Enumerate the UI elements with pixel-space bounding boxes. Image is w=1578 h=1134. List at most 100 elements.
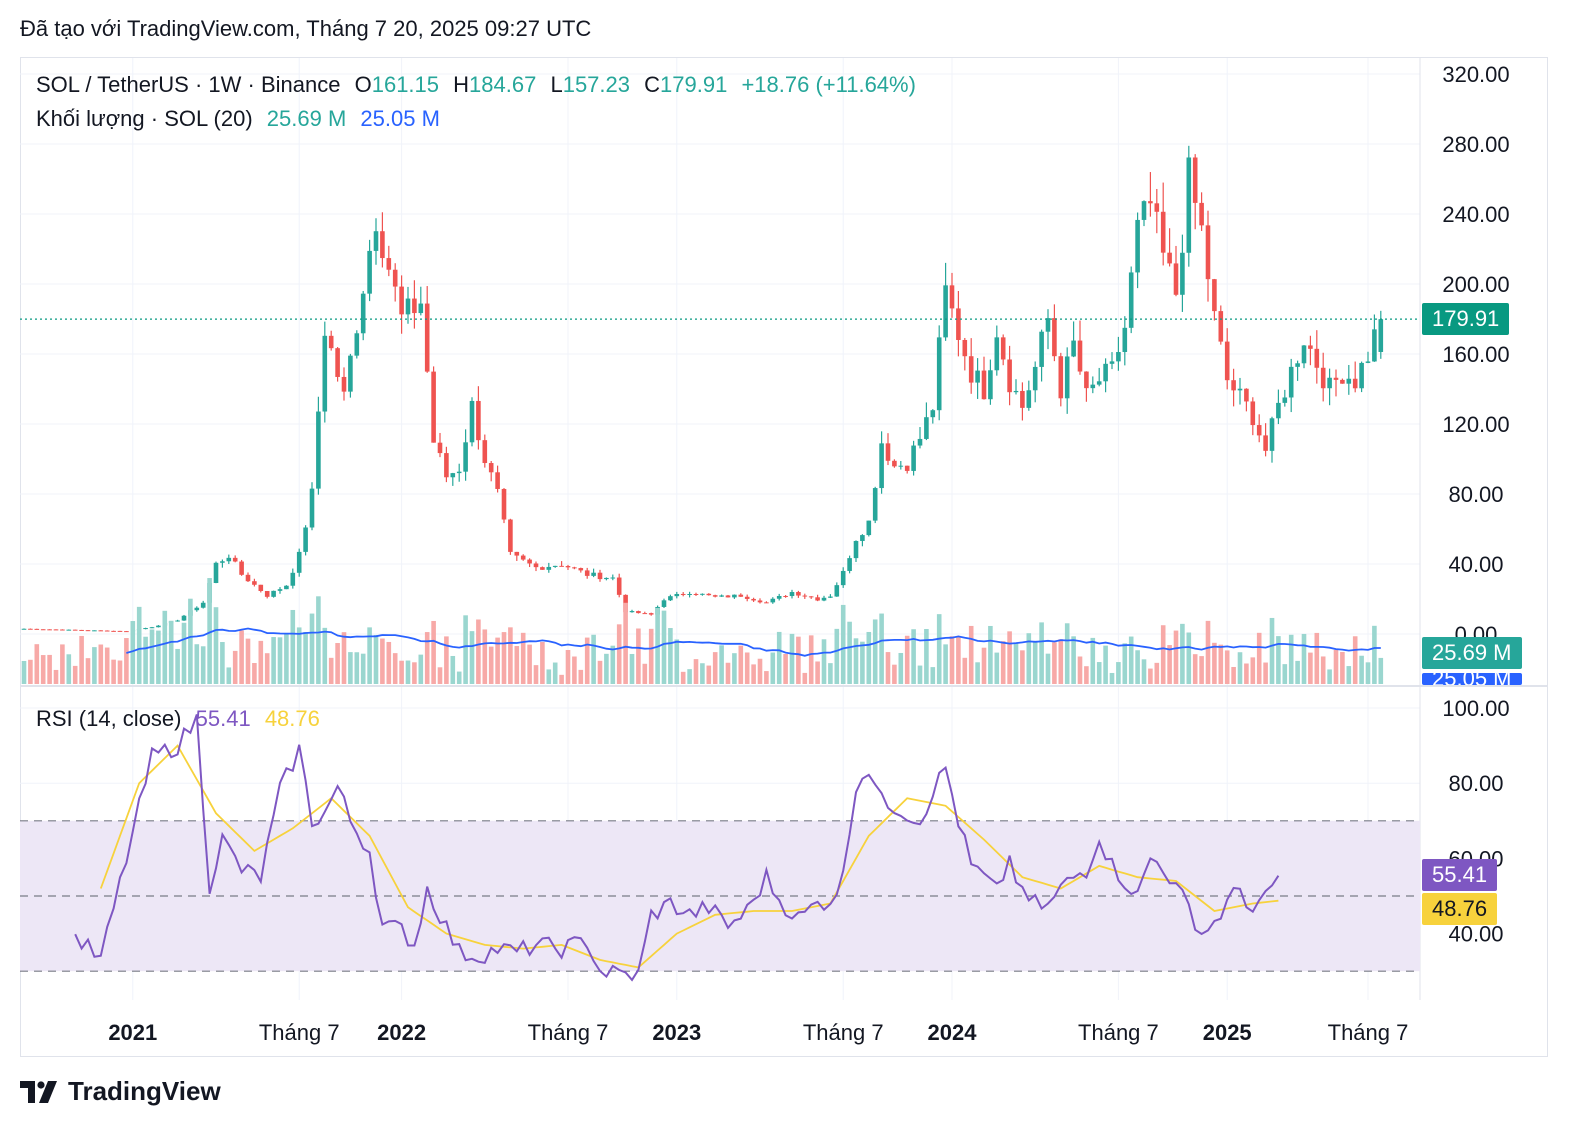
volume-bar	[508, 627, 513, 684]
volume-bar	[111, 659, 116, 684]
candle-body	[732, 594, 737, 598]
candle-body	[591, 572, 596, 576]
volume-bar	[34, 644, 40, 684]
volume-bar	[85, 658, 91, 684]
volume-bar	[789, 633, 795, 684]
candle-body	[949, 285, 955, 309]
volume-bar	[1071, 636, 1076, 684]
candle-body	[1084, 371, 1089, 389]
candle-body	[879, 443, 884, 489]
candle-body	[1173, 263, 1179, 295]
candle-body	[757, 600, 763, 603]
candle-body	[424, 303, 430, 372]
candle-body	[706, 593, 712, 596]
candle-body	[1154, 203, 1160, 212]
ohlc-low: L157.23	[550, 72, 630, 97]
volume-ma-value: 25.05 M	[360, 106, 440, 131]
volume-bar	[1263, 662, 1268, 684]
tradingview-brand[interactable]: TradingView	[20, 1076, 221, 1107]
candle-body	[533, 563, 539, 568]
volume-bar	[1084, 666, 1089, 684]
candle-body	[559, 565, 564, 567]
candle-body	[917, 438, 923, 446]
candle-body	[642, 613, 648, 615]
candle-body	[885, 443, 891, 461]
x-tick-label: Tháng 7	[1328, 1020, 1409, 1045]
volume-bar	[437, 667, 443, 684]
candle-body	[911, 445, 916, 471]
volume-bar	[687, 669, 692, 684]
x-tick-label: 2023	[652, 1020, 701, 1045]
candle-body	[604, 577, 609, 580]
candle-body	[712, 595, 718, 597]
candle-body	[1327, 377, 1332, 389]
candle-body	[572, 567, 577, 569]
volume-bar	[1103, 645, 1108, 684]
volume-bar	[188, 598, 193, 684]
volume-bar	[648, 628, 654, 684]
volume-bar	[194, 644, 200, 684]
volume-bar	[783, 654, 788, 684]
volume-bar	[1199, 656, 1204, 684]
candle-body	[463, 442, 468, 472]
volume-bar	[956, 636, 961, 684]
volume-bar	[296, 627, 302, 684]
volume-bar	[636, 628, 641, 684]
candle-body	[1256, 425, 1262, 436]
volume-bar	[520, 632, 526, 684]
candle-body	[1320, 367, 1326, 389]
candle-body	[181, 615, 187, 621]
volume-bar	[1244, 663, 1249, 684]
volume-bar	[1269, 617, 1275, 684]
candle-body	[296, 551, 302, 573]
candle-body	[1167, 252, 1172, 264]
candle-body	[175, 620, 180, 622]
volume-bar	[1052, 642, 1057, 684]
candle-body	[1032, 366, 1038, 391]
rsi-label[interactable]: RSI (14, close)	[36, 706, 182, 731]
volume-bar	[277, 637, 283, 684]
volume-bar	[1020, 650, 1025, 684]
volume-bar	[578, 669, 584, 684]
candle-body	[1205, 225, 1211, 280]
volume-bar	[732, 653, 737, 684]
rsi-ma-line	[99, 744, 1279, 969]
candle-body	[412, 298, 417, 314]
volume-bar	[943, 644, 948, 684]
candle-body	[808, 596, 814, 598]
volume-bar	[527, 644, 532, 684]
candle-body	[290, 572, 296, 586]
volume-bar	[1288, 634, 1294, 684]
volume-bar	[1282, 664, 1288, 684]
volume-label[interactable]: Khối lượng · SOL (20)	[36, 106, 253, 131]
volume-bar	[853, 638, 859, 684]
candle-body	[1148, 201, 1153, 204]
candle-body	[1212, 279, 1217, 312]
volume-bar	[405, 660, 411, 684]
volume-bar	[1154, 662, 1160, 684]
price-legend: SOL / TetherUS · 1W · Binance O161.15 H1…	[36, 72, 924, 98]
candle-body	[1109, 361, 1115, 364]
candle-body	[200, 602, 206, 608]
volume-bar	[220, 642, 225, 684]
candle-body	[616, 577, 622, 595]
candle-body	[149, 627, 155, 629]
candle-body	[1020, 390, 1025, 408]
volume-bar	[706, 665, 712, 684]
candle-body	[981, 370, 987, 400]
candle-body	[1346, 378, 1352, 384]
volume-bar	[591, 634, 596, 684]
volume-bar	[1218, 644, 1224, 684]
candle-body	[341, 376, 347, 392]
rsi-badge: 55.41	[1422, 859, 1498, 891]
volume-bar	[840, 604, 846, 684]
symbol-label[interactable]: SOL / TetherUS · 1W · Binance	[36, 72, 341, 97]
volume-bar	[533, 665, 539, 684]
volume-bar	[104, 647, 110, 684]
candle-body	[501, 488, 507, 520]
candle-body	[469, 400, 475, 443]
volume-ma-line	[126, 627, 1381, 657]
volume-bar	[28, 659, 33, 684]
candle-body	[1090, 384, 1096, 389]
